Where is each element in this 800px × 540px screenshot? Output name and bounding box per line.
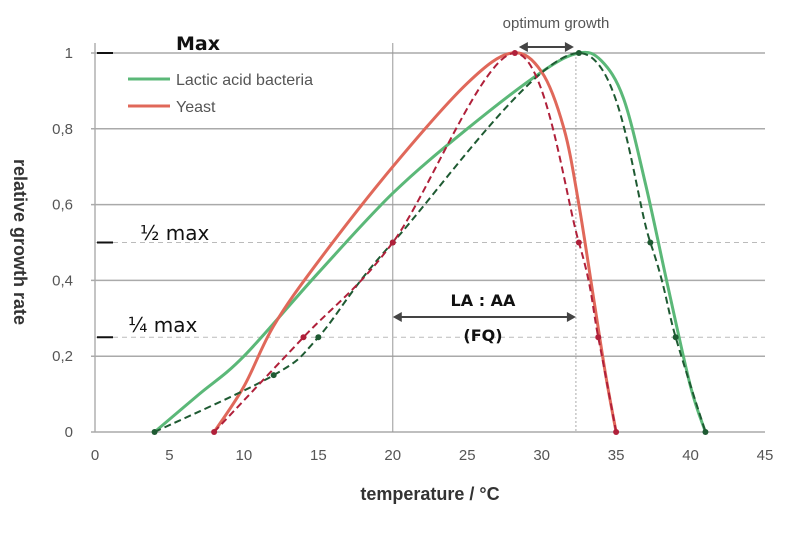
legend: Lactic acid bacteria Yeast <box>128 72 313 116</box>
ratio-arrow-head-left <box>392 312 402 322</box>
x-tick-label: 0 <box>91 447 99 464</box>
annotation-half-max: ½ max <box>140 221 209 245</box>
x-tick-label: 20 <box>384 447 401 464</box>
data-point <box>151 429 158 435</box>
legend-label-lab: Lactic acid bacteria <box>176 72 313 89</box>
ticks: 00,20,40,60,810 5 10 15 20 25 30 35 40 45 <box>52 45 773 464</box>
data-point <box>211 429 218 435</box>
series-line-2 <box>154 51 707 433</box>
annotation-arrows <box>392 42 576 322</box>
data-point <box>315 334 322 341</box>
optimum-arrow-head-left <box>518 42 528 52</box>
data-point <box>575 50 582 56</box>
data-point <box>702 429 709 435</box>
grid <box>91 43 765 433</box>
annotation-quarter-max: ¼ max <box>128 313 197 337</box>
data-point <box>613 429 620 435</box>
series-line-0 <box>153 50 707 434</box>
y-tick-label: 0,4 <box>52 272 73 289</box>
data-point <box>647 239 654 246</box>
series-layer <box>151 50 709 435</box>
x-tick-label: 15 <box>310 447 327 464</box>
ratio-arrow-head-right <box>566 312 576 322</box>
series-line-3 <box>213 51 618 433</box>
x-tick-label: 40 <box>682 447 699 464</box>
x-tick-label: 45 <box>757 447 774 464</box>
annotation-ratio-fq: (FQ) <box>463 326 502 345</box>
legend-label-yeast: Yeast <box>176 99 216 116</box>
annotation-optimum: optimum growth <box>503 15 610 32</box>
x-axis-label: temperature / °C <box>360 484 499 504</box>
data-point <box>575 239 582 246</box>
y-tick-label: 0,2 <box>52 348 73 365</box>
data-point <box>595 334 602 341</box>
data-point <box>511 50 518 56</box>
data-point <box>389 239 396 246</box>
x-tick-label: 25 <box>459 447 476 464</box>
y-axis-label: relative growth rate <box>10 159 30 325</box>
data-point <box>270 372 277 379</box>
x-tick-label: 10 <box>236 447 253 464</box>
data-point <box>672 334 679 341</box>
x-tick-label: 35 <box>608 447 625 464</box>
y-tick-label: 1 <box>65 45 73 62</box>
optimum-arrow-head-right <box>564 42 574 52</box>
annotation-max: Max <box>176 33 220 55</box>
series-line-1 <box>212 51 618 433</box>
y-tick-label: 0,8 <box>52 121 73 138</box>
y-tick-label: 0,6 <box>52 197 73 214</box>
x-tick-label: 30 <box>533 447 550 464</box>
data-point <box>300 334 307 341</box>
x-tick-label: 5 <box>165 447 173 464</box>
annotation-ratio: LA : AA <box>451 291 517 310</box>
y-tick-label: 0 <box>65 424 73 441</box>
